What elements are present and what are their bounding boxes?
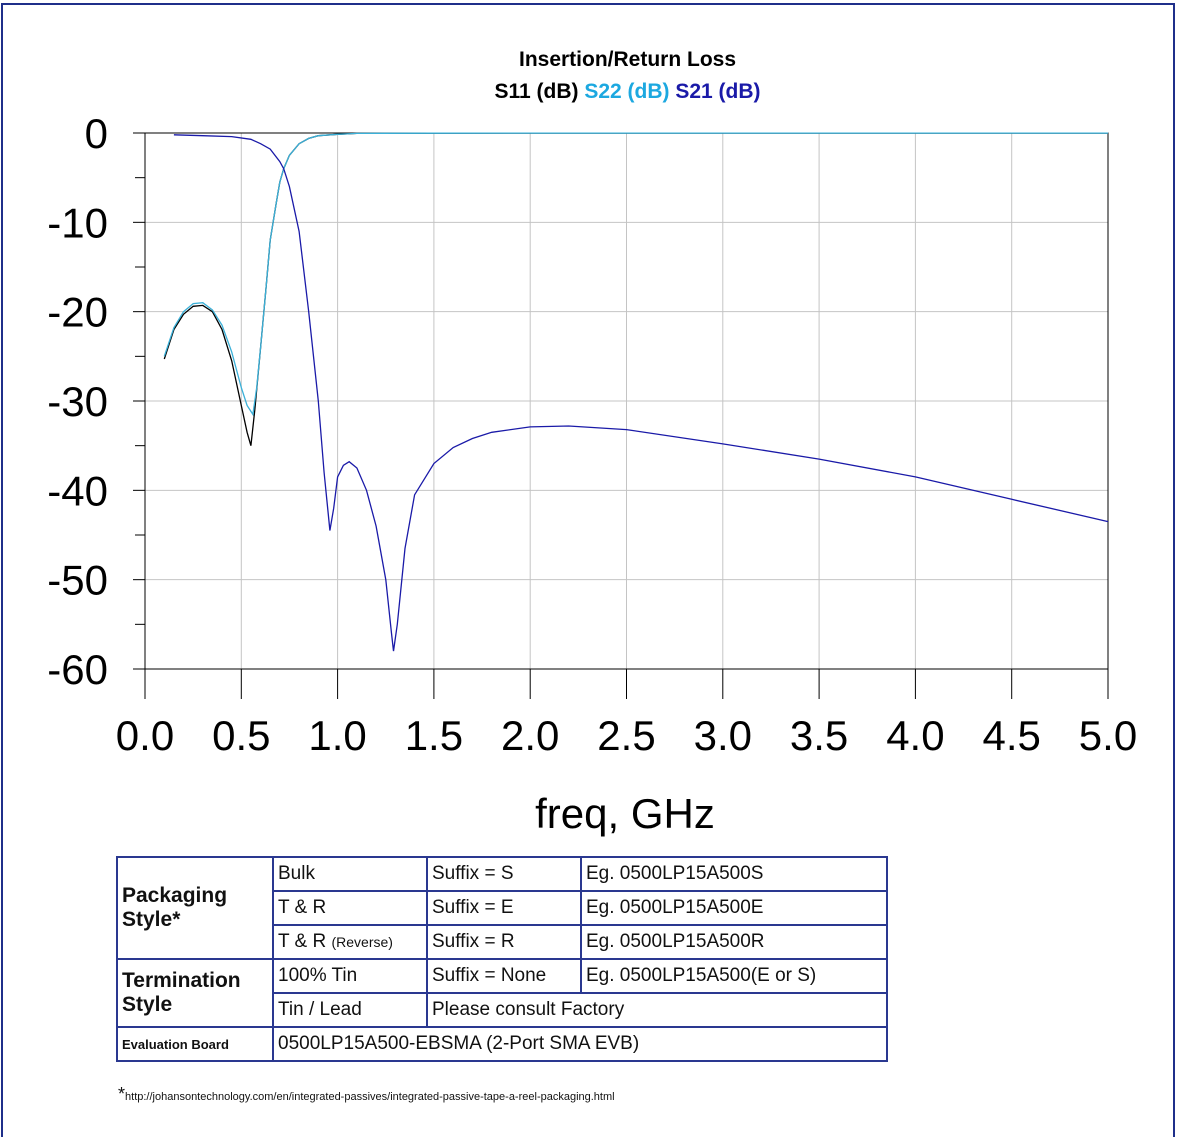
packaging-type: Bulk: [272, 856, 428, 892]
x-tick-label: 0.0: [116, 712, 174, 759]
termination-style-label: Termination Style: [116, 958, 274, 1028]
x-tick-label: 1.0: [308, 712, 366, 759]
x-axis-title: freq, GHz: [535, 790, 715, 837]
y-tick-label: -40: [47, 467, 108, 514]
termination-type: Tin / Lead: [272, 992, 428, 1028]
x-tick-label: 1.5: [405, 712, 463, 759]
packaging-example: Eg. 0500LP15A500E: [580, 890, 888, 926]
x-tick-label: 0.5: [212, 712, 270, 759]
series-line-s21: [173, 134, 1109, 652]
packaging-type-text: Bulk: [278, 863, 315, 884]
packaging-suffix: Suffix = E: [426, 890, 582, 926]
legend-s22: S22 (dB): [584, 80, 670, 103]
chart-subtitle: S11 (dB) S22 (dB) S21 (dB): [145, 80, 1110, 104]
tick-labels: 0.0 0.5 1.0 1.5 2.0 2.5 3.0 3.5 4.0 4.5 5.0 0 -10 -20…: [47, 110, 1137, 759]
series-line-s22: [163, 132, 1108, 417]
termination-example: Eg. 0500LP15A500(E or S): [580, 958, 888, 994]
y-tick-label: -60: [47, 646, 108, 693]
x-tick-label: 3.5: [790, 712, 848, 759]
table-row: Termination Style 100% Tin Suffix = None…: [116, 958, 888, 1028]
y-tick-label: -30: [47, 378, 108, 425]
table-row: T & R Suffix = E Eg. 0500LP15A500E: [117, 890, 888, 926]
packaging-type-note: (Reverse): [331, 934, 393, 950]
evaluation-board-value: 0500LP15A500-EBSMA (2-Port SMA EVB): [272, 1026, 888, 1062]
packaging-type-text: T & R: [278, 931, 327, 952]
table-row: Evaluation Board 0500LP15A500-EBSMA (2-P…: [116, 1026, 888, 1062]
x-tick-label: 3.0: [694, 712, 752, 759]
grid-lines: [145, 133, 1108, 669]
y-tick-label: -20: [47, 289, 108, 336]
x-tick-label: 4.5: [983, 712, 1041, 759]
termination-type: 100% Tin: [272, 958, 428, 994]
packaging-example: Eg. 0500LP15A500S: [580, 856, 888, 892]
packaging-table: Packaging Style* Bulk Suffix = S Eg. 050…: [116, 856, 888, 1062]
packaging-example: Eg. 0500LP15A500R: [580, 924, 888, 960]
x-tick-label: 2.5: [597, 712, 655, 759]
table-row: T & R (Reverse) Suffix = R Eg. 0500LP15A…: [117, 924, 888, 960]
x-tick-label: 5.0: [1079, 712, 1137, 759]
y-tick-label: -50: [47, 557, 108, 604]
termination-suffix: Suffix = None: [426, 958, 582, 994]
legend-s11: S11 (dB): [494, 80, 579, 103]
axis-ticks: [133, 132, 1109, 699]
evaluation-board-label: Evaluation Board: [116, 1026, 274, 1062]
chart-title: Insertion/Return Loss: [518, 48, 737, 71]
termination-note: Please consult Factory: [426, 992, 888, 1028]
legend-s21: S21 (dB): [675, 80, 761, 103]
packaging-suffix: Suffix = S: [426, 856, 582, 892]
page-frame: [1, 3, 1175, 1137]
table-row: Packaging Style* Bulk Suffix = S Eg. 050…: [116, 856, 888, 960]
packaging-type: T & R (Reverse): [272, 924, 428, 960]
y-tick-label: -10: [47, 199, 108, 246]
footnote-star: *: [118, 1084, 126, 1104]
packaging-type-text: T & R: [278, 897, 327, 918]
chart-svg: 0.0 0.5 1.0 1.5 2.0 2.5 3.0 3.5 4.0 4.5 5.0 0 -10 -20…: [47, 110, 1137, 759]
footnote: *http://johansontechnology.com/en/integr…: [118, 1084, 615, 1105]
table-row: Tin / Lead Please consult Factory: [117, 992, 888, 1028]
packaging-type: T & R: [272, 890, 428, 926]
packaging-suffix: Suffix = R: [426, 924, 582, 960]
packaging-style-label: Packaging Style*: [116, 856, 274, 960]
y-tick-label: 0: [85, 110, 108, 157]
x-tick-label: 4.0: [886, 712, 944, 759]
x-tick-label: 2.0: [501, 712, 559, 759]
series-group: [163, 132, 1109, 652]
footnote-link[interactable]: http://johansontechnology.com/en/integra…: [125, 1091, 615, 1103]
